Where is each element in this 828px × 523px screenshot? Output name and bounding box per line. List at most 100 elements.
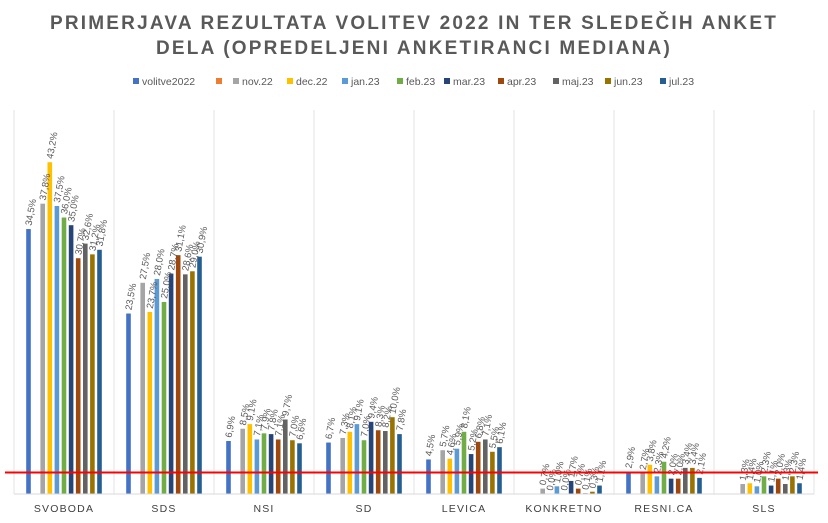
data-label-resni-ca-10: 3,4% (688, 442, 703, 466)
data-label-sls-6: 2,3% (759, 450, 774, 474)
bar-resni-ca-3 (640, 473, 645, 494)
bar-resni-ca-7 (668, 478, 674, 494)
data-label-svoboda-7: 35,0% (66, 194, 82, 223)
data-label-nsi-10: 7,0% (288, 414, 303, 438)
data-label-svoboda-11: 31,8% (95, 218, 111, 247)
bar-levica-5 (454, 448, 460, 494)
data-label-levica-11: 6,1% (495, 421, 510, 445)
data-label-svoboda-6: 36,0% (59, 186, 75, 215)
data-label-levica-6: 8,1% (459, 406, 474, 430)
data-label-nsi-8: 7,1% (273, 413, 288, 437)
legend-label: dec.22 (296, 76, 328, 88)
data-label-sd-5: 9,1% (352, 398, 367, 422)
bar-svoboda-5 (54, 206, 60, 494)
data-label-sds-7: 28,7% (166, 242, 182, 271)
category-label-levica: LEVICA (442, 503, 487, 515)
data-label-resni-ca-11: 2,1% (695, 452, 710, 476)
bar-svoboda-1 (26, 229, 31, 495)
bar-sd-5 (354, 424, 360, 494)
data-label-konkretno-4: 0,0% (545, 468, 560, 492)
bar-sds-4 (147, 311, 153, 494)
chart-title-line-1: PRIMERJAVA REZULTATA VOLITEV 2022 IN TER… (50, 12, 778, 34)
legend-swatch (444, 78, 450, 84)
bar-sds-11 (197, 256, 202, 494)
data-label-sd-4: 8,1% (345, 406, 360, 430)
bar-sd-1 (326, 442, 331, 494)
bar-sls-10 (790, 476, 795, 494)
bar-resni-ca-10 (690, 467, 695, 494)
legend-label: nov.22 (242, 76, 273, 88)
data-label-nsi-9: 9,7% (280, 393, 295, 417)
legend-item-8: apr.23 (498, 76, 536, 88)
bar-svoboda-7 (68, 225, 74, 494)
bar-resni-ca-1 (626, 471, 631, 494)
bar-nsi-11 (297, 443, 302, 494)
data-label-nsi-3: 8,5% (238, 402, 253, 426)
data-label-resni-ca-1: 2,9% (624, 445, 639, 469)
bar-sds-10 (190, 271, 195, 494)
bar-svoboda-9 (83, 243, 88, 494)
legend-label: jun.23 (613, 76, 643, 88)
chart-title-line-2: DELA (OPREDELJENI ANKETIRANCI MEDIANA) (156, 38, 672, 59)
bar-sd-6 (361, 440, 367, 494)
data-label-konkretno-3: 0,7% (538, 462, 553, 486)
data-label-svoboda-9: 32,6% (80, 212, 96, 241)
legend-label: feb.23 (406, 76, 435, 88)
bar-resni-ca-6 (661, 461, 667, 494)
data-label-sls-11: 1,4% (795, 457, 810, 481)
bar-levica-1 (426, 459, 431, 494)
bar-nsi-1 (226, 441, 231, 494)
data-label-nsi-4: 9,1% (245, 398, 260, 422)
data-label-sd-6: 7,0% (359, 414, 374, 438)
data-label-levica-5: 5,9% (452, 422, 467, 446)
bar-sd-4 (347, 431, 353, 494)
data-label-sls-7: 1,1% (766, 459, 781, 483)
bar-resni-ca-11 (697, 477, 702, 494)
data-label-levica-3: 5,7% (438, 424, 453, 448)
category-label-konkretno: KONKRETNO (525, 503, 602, 515)
legend-swatch (498, 78, 504, 84)
legend-swatch (342, 78, 348, 84)
data-label-levica-4: 4,6% (445, 432, 460, 456)
bar-sd-3 (340, 437, 345, 494)
bar-sd-10 (390, 417, 395, 494)
bar-konkretno-11 (597, 485, 602, 494)
data-label-sd-8: 8,3% (373, 404, 388, 428)
bar-sls-7 (768, 485, 774, 494)
bar-nsi-8 (275, 439, 281, 494)
bar-nsi-10 (290, 440, 295, 494)
legend: volitve2022 nov.22 dec.22 jan.23 feb.23 mar.2… (133, 76, 694, 88)
data-label-sds-9: 28,6% (180, 243, 196, 272)
data-label-sd-10: 10,0% (388, 386, 404, 415)
data-label-resni-ca-9: 3,4% (680, 442, 695, 466)
bar-nsi-6 (261, 433, 267, 494)
bar-resni-ca-8 (675, 478, 681, 494)
bar-sds-9 (183, 274, 188, 494)
data-label-sds-5: 28,0% (152, 247, 168, 276)
data-label-sd-3: 7,3% (338, 412, 353, 436)
data-label-sds-6: 25,0% (159, 271, 175, 300)
category-label-resni-ca: RESNI.CA (634, 503, 693, 515)
bar-konkretno-3 (540, 488, 545, 494)
data-label-nsi-7: 7,8% (266, 408, 281, 432)
data-label-levica-9: 7,1% (480, 413, 495, 437)
legend-label: apr.23 (507, 76, 536, 88)
bar-svoboda-3 (40, 203, 45, 494)
data-label-sds-1: 23,5% (124, 282, 140, 311)
legend-item-10: jun.23 (605, 76, 643, 88)
bar-sd-8 (375, 430, 381, 494)
legend-item-11: jul.23 (660, 76, 694, 88)
bar-svoboda-6 (61, 217, 67, 494)
legend-item-7: mar.23 (444, 76, 485, 88)
category-label-sls: SLS (752, 503, 775, 515)
bar-konkretno-5 (554, 486, 560, 494)
data-label-nsi-5: 7,1% (252, 413, 267, 437)
bar-levica-11 (497, 447, 502, 494)
data-label-svoboda-5: 37,5% (52, 175, 68, 204)
data-label-nsi-6: 7,9% (259, 407, 274, 431)
legend-label: jan.23 (350, 76, 380, 88)
data-label-sls-3: 1,3% (738, 458, 753, 482)
bar-konkretno-10 (590, 491, 595, 494)
data-label-resni-ca-4: 3,8% (645, 439, 660, 463)
legend-item-5: jan.23 (342, 76, 380, 88)
